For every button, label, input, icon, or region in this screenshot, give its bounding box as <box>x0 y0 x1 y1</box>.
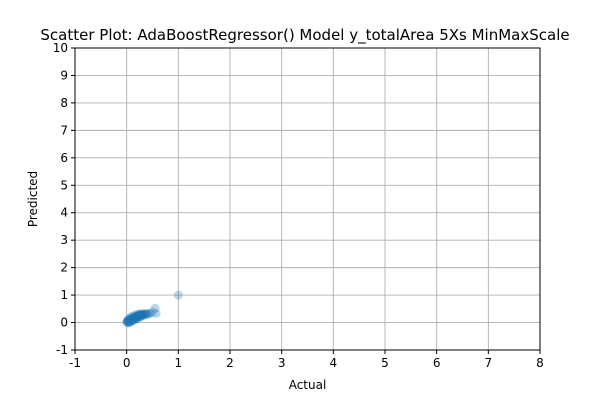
y-tick-label: -1 <box>56 343 68 357</box>
data-point <box>141 309 151 319</box>
data-point <box>131 312 141 322</box>
y-tick-label: 8 <box>60 96 68 110</box>
data-point <box>135 310 145 320</box>
data-point <box>127 312 137 322</box>
y-tick-label: 10 <box>53 41 68 55</box>
y-tick-label: 9 <box>60 68 68 82</box>
x-tick-label: 3 <box>278 356 286 370</box>
data-point <box>131 312 141 322</box>
y-tick-label: 6 <box>60 151 68 165</box>
data-point <box>148 307 157 317</box>
y-tick-label: 1 <box>60 288 68 302</box>
plot-frame <box>74 47 541 351</box>
data-point <box>135 310 145 320</box>
data-point <box>127 316 137 326</box>
chart-title: Scatter Plot: AdaBoostRegressor() Model … <box>40 26 569 45</box>
data-point <box>128 313 138 323</box>
data-point <box>128 315 138 325</box>
x-tick-label: 1 <box>175 356 183 370</box>
data-point <box>140 309 150 319</box>
data-point <box>138 309 148 319</box>
data-point <box>124 315 134 325</box>
data-point <box>133 311 143 321</box>
data-point <box>127 314 137 324</box>
x-tick-label: 0 <box>123 356 131 370</box>
data-point <box>135 312 145 322</box>
x-tick-label: 4 <box>330 356 338 370</box>
data-point <box>124 318 134 328</box>
data-point <box>151 308 161 318</box>
data-point <box>122 317 132 327</box>
data-point <box>150 303 160 313</box>
data-point <box>137 308 147 318</box>
x-tick-label: 5 <box>381 356 389 370</box>
scatter-points <box>122 290 183 328</box>
data-point <box>130 315 140 325</box>
x-tick-label: 2 <box>226 356 234 370</box>
y-tick-label: 4 <box>60 206 68 220</box>
x-tick-label: 7 <box>485 356 493 370</box>
data-point <box>132 309 142 319</box>
data-point <box>128 313 138 323</box>
data-point <box>139 309 149 319</box>
y-tick-label: 7 <box>60 123 68 137</box>
data-point <box>129 313 139 323</box>
y-axis-label: Predicted <box>26 171 40 227</box>
x-tick-label: 8 <box>536 356 544 370</box>
data-point <box>129 311 139 321</box>
data-point <box>123 315 133 325</box>
data-point <box>140 310 150 320</box>
data-point <box>125 315 135 325</box>
data-point <box>126 316 136 326</box>
data-point <box>137 310 147 320</box>
data-point <box>126 314 136 324</box>
data-point <box>134 309 144 319</box>
data-point <box>123 316 133 326</box>
x-axis: -1 0 1 2 3 4 5 6 7 8 <box>69 350 544 370</box>
y-tick-label: 0 <box>60 316 68 330</box>
data-point <box>125 315 135 325</box>
data-point <box>138 310 148 320</box>
grid <box>74 47 541 351</box>
data-point <box>129 314 139 324</box>
data-point <box>134 310 144 320</box>
data-point <box>136 310 146 320</box>
data-point <box>123 316 133 326</box>
data-point <box>127 314 137 324</box>
data-point <box>131 313 141 323</box>
data-point <box>173 290 183 300</box>
data-point <box>122 317 132 327</box>
data-point <box>125 313 135 323</box>
data-point <box>132 311 142 321</box>
x-tick-label: 6 <box>433 356 441 370</box>
data-point <box>133 311 143 321</box>
data-point <box>143 309 153 319</box>
y-tick-label: 2 <box>60 261 68 275</box>
data-point <box>130 312 140 322</box>
y-tick-label: 3 <box>60 233 68 247</box>
x-tick-label: -1 <box>69 356 81 370</box>
data-point <box>123 318 133 328</box>
data-point <box>134 311 144 321</box>
data-point <box>126 315 136 325</box>
data-point <box>125 317 135 327</box>
data-point <box>142 309 152 319</box>
data-point <box>136 311 146 321</box>
data-point <box>124 316 134 326</box>
data-point <box>130 312 140 322</box>
data-point <box>145 308 155 318</box>
x-axis-label: Actual <box>289 378 327 392</box>
data-point <box>129 313 139 323</box>
data-point <box>133 313 143 323</box>
data-point <box>131 314 141 324</box>
data-point <box>135 312 145 322</box>
y-tick-label: 5 <box>60 178 68 192</box>
y-axis: -1 0 1 2 3 4 5 6 7 8 9 10 <box>53 41 75 357</box>
data-point <box>136 310 146 320</box>
